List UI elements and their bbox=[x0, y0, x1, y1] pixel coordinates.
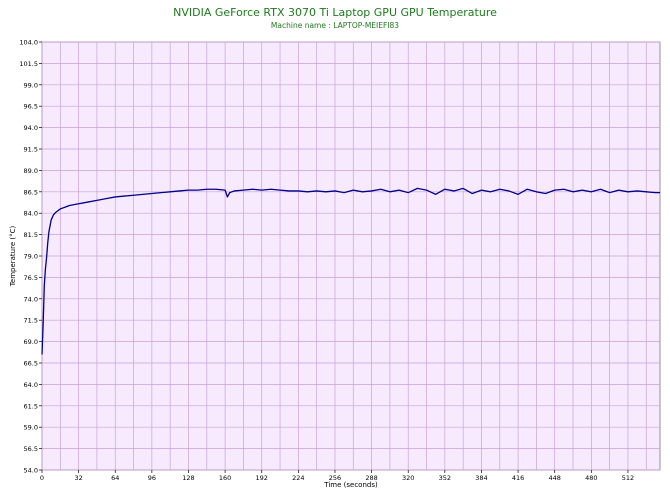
x-axis-ticks: 0 32 64 96 128 160 192 224 256 288 320 352 384 416 448… bbox=[40, 470, 634, 482]
x-axis-label: Time (seconds) bbox=[323, 481, 378, 489]
y-tick-label: 71.5 bbox=[24, 317, 38, 325]
grid-lines bbox=[41, 41, 660, 471]
x-tick-label: 224 bbox=[292, 474, 304, 482]
x-tick-label: 352 bbox=[439, 474, 451, 482]
chart-title: NVIDIA GeForce RTX 3070 Ti Laptop GPU GP… bbox=[173, 6, 497, 19]
series-layer bbox=[41, 187, 660, 355]
y-tick-label: 66.5 bbox=[24, 360, 38, 368]
x-tick-label: 192 bbox=[256, 474, 268, 482]
gpu-temperature-line bbox=[41, 187, 660, 355]
x-tick-label: 512 bbox=[622, 474, 634, 482]
y-tick-label: 64.0 bbox=[24, 381, 38, 389]
x-tick-label: 64 bbox=[111, 474, 119, 482]
x-tick-label: 320 bbox=[402, 474, 414, 482]
y-axis-label: Temperature (°C) bbox=[9, 226, 17, 288]
x-tick-label: 0 bbox=[40, 474, 44, 482]
x-tick-label: 416 bbox=[512, 474, 524, 482]
x-tick-label: 384 bbox=[475, 474, 487, 482]
y-axis-ticks: 54.0 56.5 59.0 61.5 64.0 66.5 69.0 71.5 74.0 76.5… bbox=[19, 39, 42, 475]
y-tick-label: 101.5 bbox=[19, 60, 38, 68]
x-tick-label: 128 bbox=[182, 474, 194, 482]
y-tick-label: 84.0 bbox=[24, 210, 38, 218]
y-tick-label: 74.0 bbox=[24, 295, 38, 303]
y-tick-label: 59.0 bbox=[24, 424, 38, 432]
x-tick-label: 160 bbox=[219, 474, 231, 482]
y-tick-label: 89.0 bbox=[24, 167, 38, 175]
y-tick-label: 79.0 bbox=[24, 253, 38, 261]
x-tick-label: 96 bbox=[148, 474, 156, 482]
y-tick-label: 91.5 bbox=[24, 146, 38, 154]
y-tick-label: 69.0 bbox=[24, 338, 38, 346]
y-tick-label: 104.0 bbox=[19, 39, 38, 47]
y-tick-label: 56.5 bbox=[24, 445, 38, 453]
x-tick-label: 288 bbox=[365, 474, 377, 482]
x-tick-label: 448 bbox=[549, 474, 561, 482]
y-tick-label: 61.5 bbox=[24, 402, 38, 410]
y-tick-label: 86.5 bbox=[24, 188, 38, 196]
y-tick-label: 96.5 bbox=[24, 103, 38, 111]
y-tick-label: 76.5 bbox=[24, 274, 38, 282]
x-tick-label: 480 bbox=[585, 474, 597, 482]
x-tick-label: 256 bbox=[329, 474, 341, 482]
y-tick-label: 54.0 bbox=[24, 467, 38, 475]
y-tick-label: 94.0 bbox=[24, 124, 38, 132]
y-tick-label: 81.5 bbox=[24, 231, 38, 239]
chart-subtitle: Machine name : LAPTOP-MEIEFI83 bbox=[271, 21, 399, 30]
y-tick-label: 99.0 bbox=[24, 81, 38, 89]
x-tick-label: 32 bbox=[74, 474, 82, 482]
